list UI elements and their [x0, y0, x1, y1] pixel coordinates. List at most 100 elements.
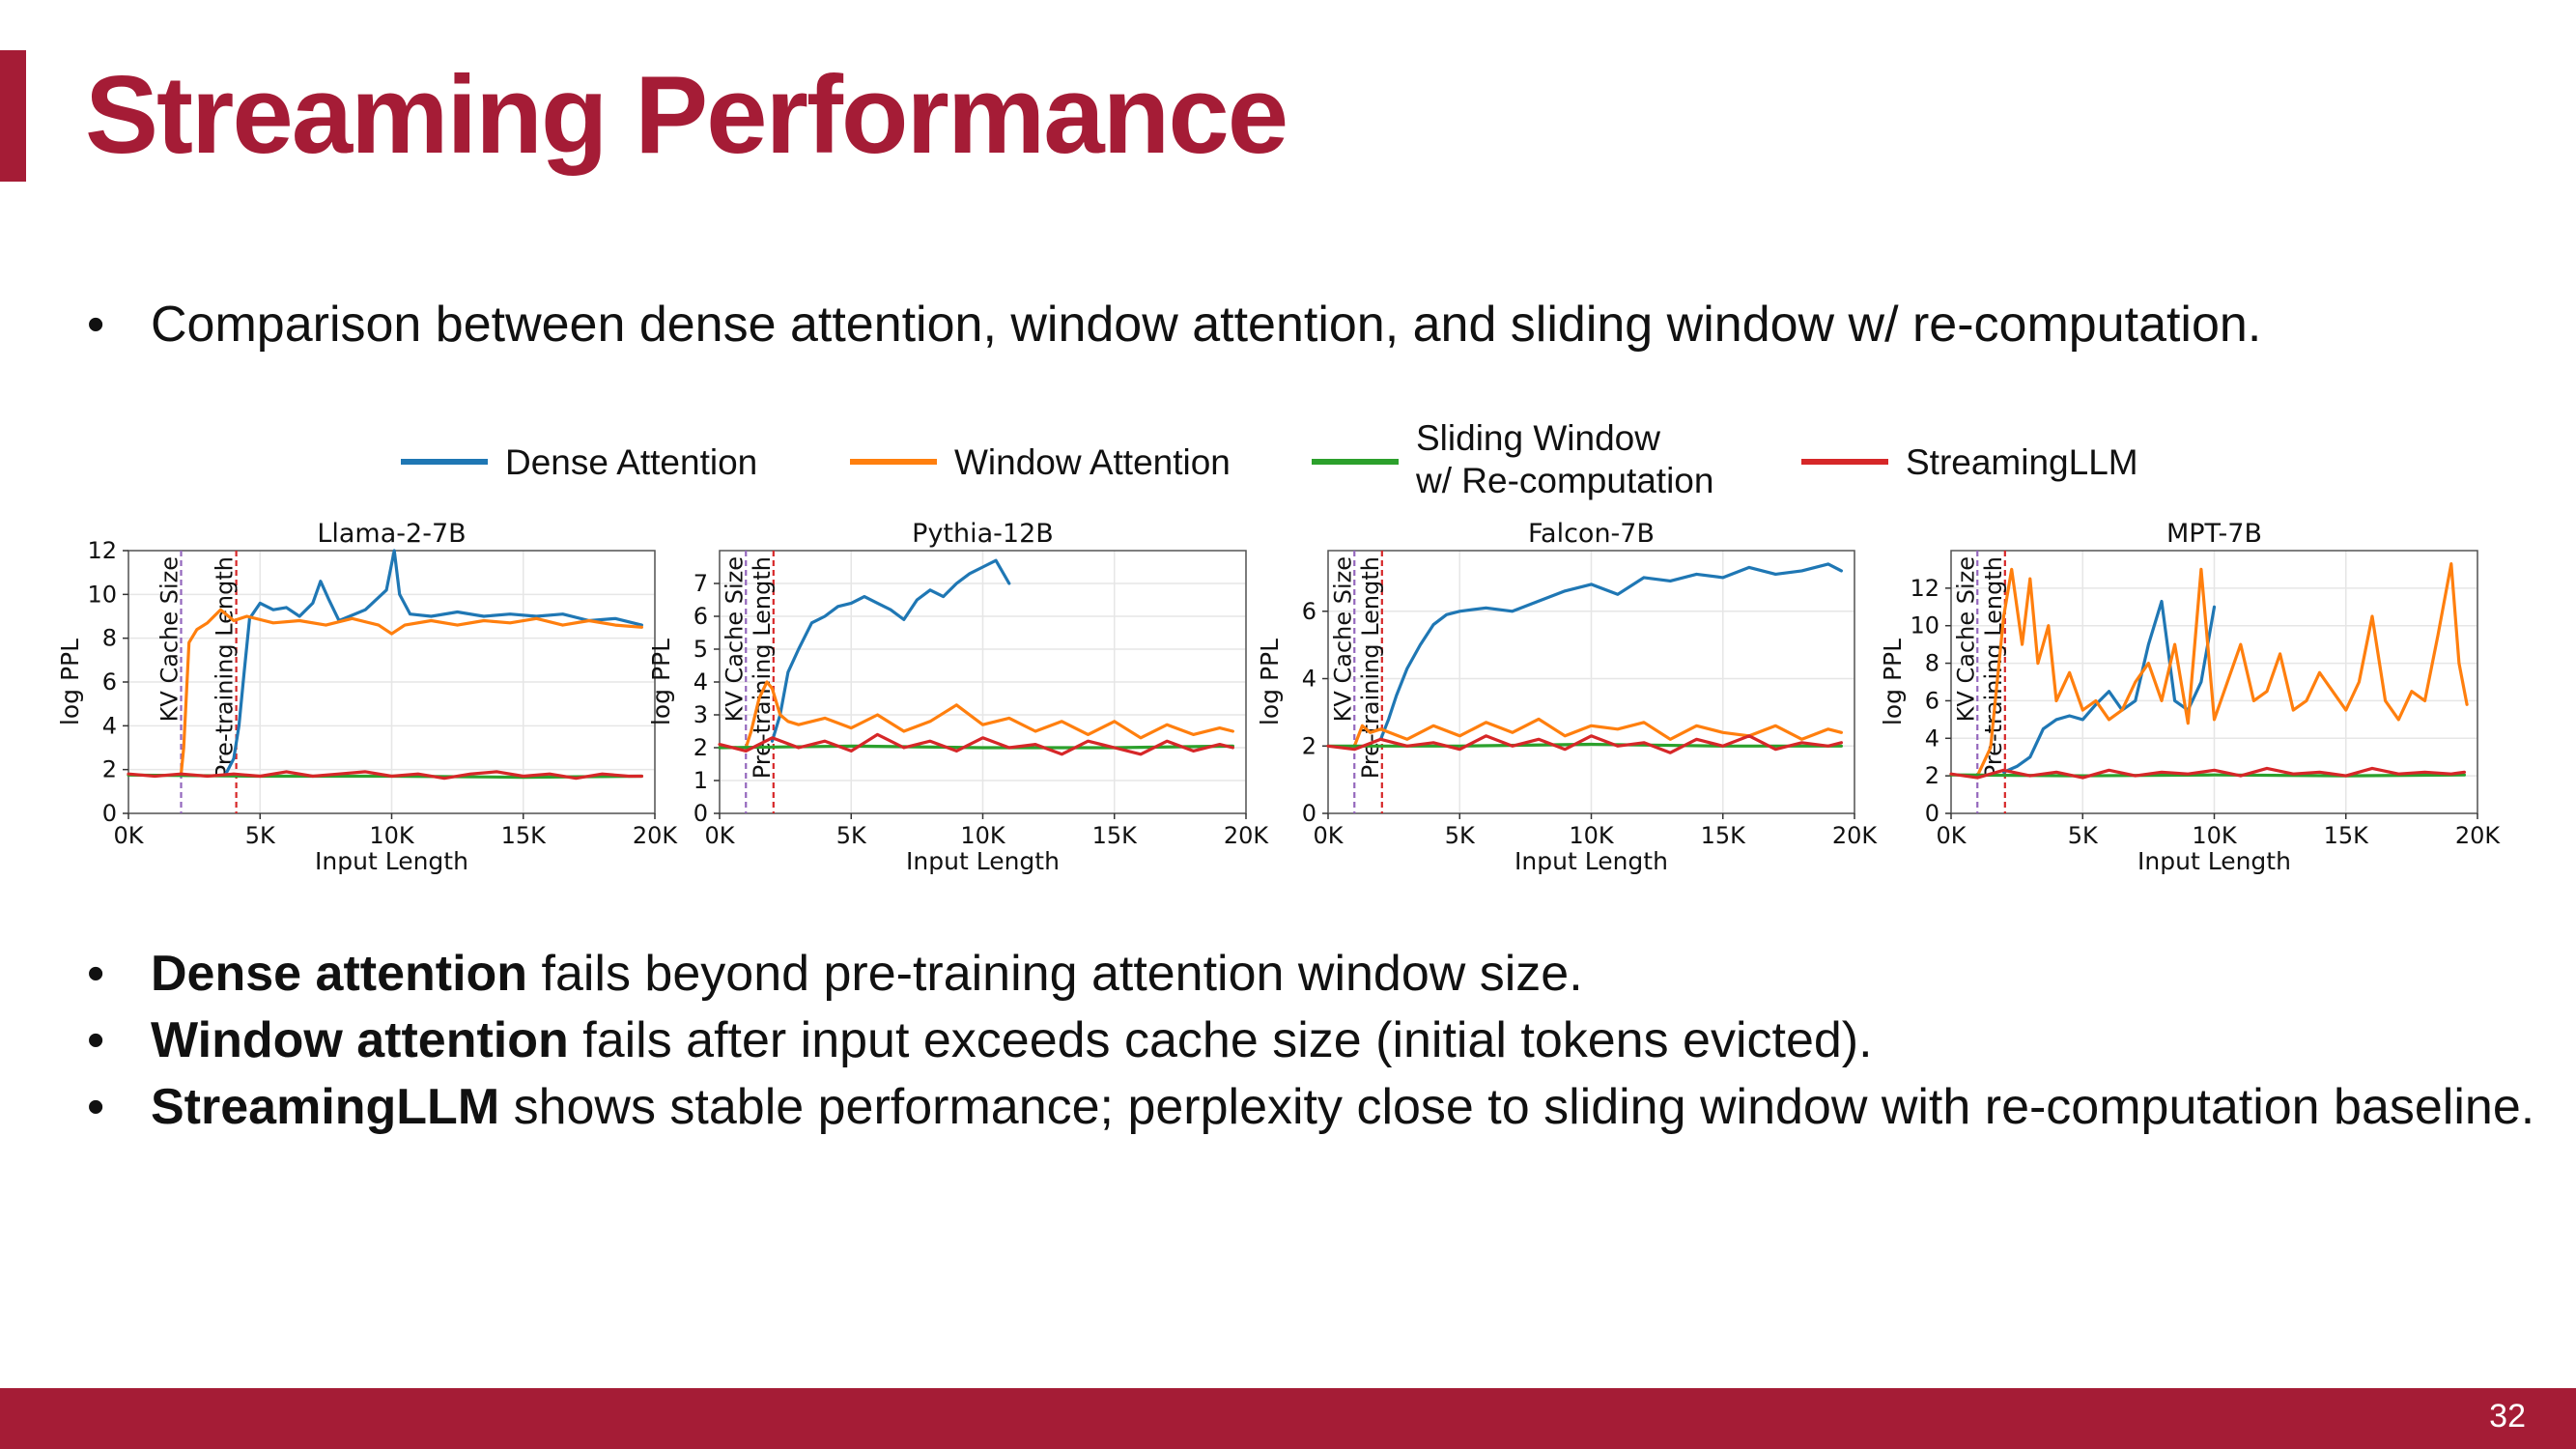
series-line	[1378, 562, 1844, 741]
reference-line-label: Pre-training Length	[749, 556, 776, 779]
footer-bar: 32	[0, 1388, 2576, 1449]
y-tick-label: 5	[694, 636, 708, 663]
y-tick-label: 6	[694, 603, 708, 630]
x-axis-label: Input Length	[906, 847, 1060, 875]
x-tick-label: 15K	[2324, 822, 2370, 849]
bullet-bold: Window attention	[151, 1012, 569, 1068]
bullet-text: fails beyond pre-training attention wind…	[527, 946, 1583, 1002]
x-tick-label: 15K	[1092, 822, 1139, 849]
reference-line-label: KV Cache Size	[721, 556, 748, 722]
y-tick-label: 10	[1910, 612, 1939, 639]
bullet-dot: •	[87, 297, 105, 353]
reference-line-label: KV Cache Size	[156, 556, 184, 722]
chart-title: MPT-7B	[2166, 519, 2262, 549]
legend-label: Window Attention	[954, 442, 1231, 482]
y-tick-label: 2	[1302, 732, 1316, 759]
y-tick-label: 0	[694, 800, 708, 827]
x-tick-label: 15K	[501, 822, 548, 849]
y-tick-label: 2	[102, 756, 117, 783]
legend-item: Sliding Window w/ Re-computation	[1312, 418, 1713, 500]
bullet-dot: •	[87, 1079, 105, 1135]
y-tick-label: 10	[87, 581, 117, 608]
x-tick-label: 5K	[2068, 822, 2099, 849]
series-line	[179, 608, 644, 776]
bullet-dot: •	[87, 1012, 105, 1068]
series-line	[2001, 599, 2217, 774]
series-line	[718, 732, 1235, 756]
y-tick-label: 2	[694, 734, 708, 761]
charts-figure: Dense Attention Window Attention Sliding W…	[56, 418, 2501, 875]
bullet-text: shows stable performance; perplexity clo…	[499, 1079, 2535, 1135]
chart-legend: Dense Attention Window Attention Sliding W…	[401, 418, 2138, 500]
y-tick-label: 0	[1302, 800, 1316, 827]
reference-line-label: KV Cache Size	[1952, 556, 1979, 722]
chart-panel: Pythia-12B 0K 5K 10K 15K 20K 0 1 2 3 4 5 6 7 Input Len…	[647, 519, 1269, 875]
intro-bullet-text: Comparison between dense attention, wind…	[151, 297, 2262, 353]
title-accent-bar	[0, 50, 26, 182]
legend-label-line: StreamingLLM	[1906, 442, 2138, 482]
y-tick-label: 4	[694, 668, 708, 696]
bullet-text: fails after input exceeds cache size (in…	[568, 1012, 1873, 1068]
series-line	[770, 558, 1011, 743]
y-tick-label: 4	[102, 712, 117, 739]
x-tick-label: 20K	[1224, 822, 1270, 849]
x-tick-label: 0K	[704, 822, 735, 849]
chart-title: Pythia-12B	[912, 519, 1054, 549]
x-tick-label: 0K	[113, 822, 144, 849]
series-line	[224, 549, 644, 776]
chart-title: Falcon-7B	[1528, 519, 1655, 549]
x-tick-label: 5K	[1445, 822, 1476, 849]
legend-label-line: Dense Attention	[505, 442, 757, 482]
legend-label: Dense Attention	[505, 442, 757, 482]
y-tick-label: 6	[1925, 687, 1939, 714]
bullet-bold: StreamingLLM	[151, 1079, 500, 1135]
x-tick-label: 20K	[633, 822, 679, 849]
legend-item: Window Attention	[850, 442, 1231, 482]
series-line	[1326, 734, 1844, 754]
legend-label: Sliding Window w/ Re-computation	[1415, 418, 1713, 500]
y-tick-label: 8	[102, 625, 117, 652]
y-tick-label: 0	[102, 800, 117, 827]
x-tick-label: 20K	[1832, 822, 1879, 849]
x-tick-label: 10K	[2192, 822, 2238, 849]
chart-title: Llama-2-7B	[317, 519, 466, 549]
x-tick-label: 5K	[245, 822, 276, 849]
series-line	[127, 770, 644, 781]
x-tick-label: 10K	[369, 822, 415, 849]
y-axis-label: log PPL	[56, 639, 84, 725]
y-tick-label: 2	[1925, 762, 1939, 789]
legend-label: StreamingLLM	[1906, 442, 2138, 482]
series-line	[1949, 766, 2466, 780]
x-tick-label: 10K	[960, 822, 1006, 849]
y-tick-label: 0	[1925, 800, 1939, 827]
x-tick-label: 15K	[1701, 822, 1747, 849]
x-tick-label: 20K	[2455, 822, 2502, 849]
y-tick-label: 7	[694, 570, 708, 597]
legend-label-line: w/ Re-computation	[1415, 461, 1713, 500]
series-line	[744, 680, 1235, 750]
bullet-streaming: • StreamingLLM shows stable performance; …	[87, 1076, 2534, 1138]
reference-line-label: KV Cache Size	[1329, 556, 1356, 722]
x-axis-label: Input Length	[2137, 847, 2291, 875]
x-tick-label: 0K	[1936, 822, 1967, 849]
bullet-dense: • Dense attention fails beyond pre-traini…	[87, 943, 1583, 1005]
y-axis-label: log PPL	[1256, 639, 1284, 725]
chart-panel: MPT-7B 0K 5K 10K 15K 20K 0 2 4 6 8 10 12 Input Length…	[1879, 519, 2501, 875]
bullet-window: • Window attention fails after input exce…	[87, 1009, 1873, 1071]
y-tick-label: 1	[694, 767, 708, 794]
y-tick-label: 4	[1925, 724, 1939, 752]
y-tick-label: 8	[1925, 650, 1939, 677]
x-tick-label: 10K	[1569, 822, 1615, 849]
y-tick-label: 6	[102, 668, 117, 696]
y-tick-label: 4	[1302, 666, 1316, 693]
reference-line-label: Pre-training Length	[1980, 556, 2007, 779]
y-axis-label: log PPL	[647, 639, 675, 725]
y-tick-label: 12	[1910, 575, 1939, 602]
x-tick-label: 5K	[836, 822, 867, 849]
x-tick-label: 0K	[1313, 822, 1344, 849]
chart-panel: Falcon-7B 0K 5K 10K 15K 20K 0 2 4 6 Input Length lo…	[1256, 519, 1878, 875]
y-tick-label: 6	[1302, 598, 1316, 625]
series-line	[1352, 717, 1844, 748]
y-tick-label: 3	[694, 701, 708, 728]
legend-item: StreamingLLM	[1801, 442, 2138, 482]
